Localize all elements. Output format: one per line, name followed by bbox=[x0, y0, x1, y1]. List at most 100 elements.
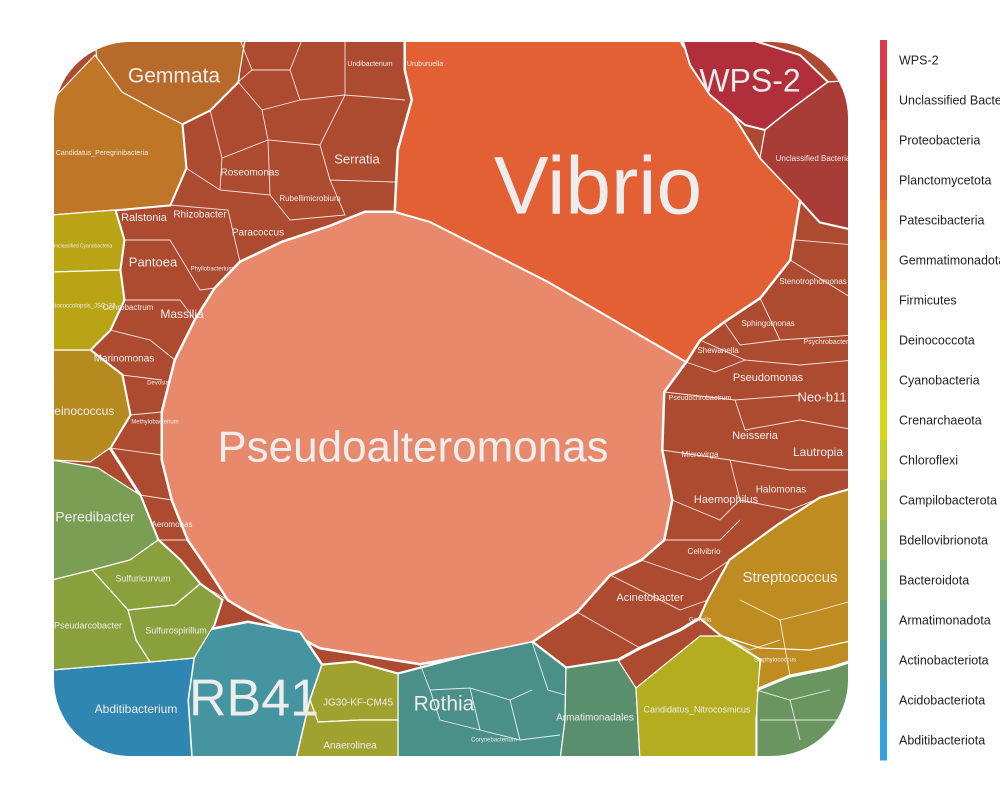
mesh-line bbox=[269, 179, 346, 221]
cell-label-streptococcus: Streptococcus bbox=[742, 569, 837, 586]
cell-label-psychrobacter: Psychrobacter bbox=[804, 339, 849, 346]
cell-label-uruburuella: Uruburuella bbox=[407, 61, 443, 68]
legend-swatch-patescibacteria bbox=[880, 200, 887, 241]
cell-label-sulfurospirillum: Sulfurospirillum bbox=[145, 625, 207, 635]
legend-swatch-bacteroidota bbox=[880, 560, 887, 601]
cell-label-haemophilus: Haemophilus bbox=[694, 494, 759, 506]
cell-label-massilia: Massilia bbox=[160, 307, 204, 321]
legend-label-patescibacteria: Patescibacteria bbox=[899, 213, 985, 227]
cell-label-rb41: RB41 bbox=[189, 670, 319, 728]
mesh-line bbox=[344, 94, 406, 101]
cell-label-cellvibrio: Cellvibrio bbox=[688, 547, 721, 556]
mesh-line bbox=[169, 204, 241, 263]
cell-label-sphingomonas: Sphingomonas bbox=[741, 319, 794, 328]
cell-label-lautropia: Lautropia bbox=[793, 445, 843, 459]
mesh-line bbox=[661, 449, 850, 471]
legend-swatch-unclassified-bacteria bbox=[880, 80, 887, 121]
legend-swatch-deinococcota bbox=[880, 320, 887, 361]
mesh-line bbox=[734, 399, 850, 431]
legend-swatch-abditibacteriota bbox=[880, 720, 887, 761]
legend-label-unclassified-bacteria: Unclassified Bacteria bbox=[899, 93, 1000, 107]
cell-label-rhizobacter: Rhizobacter bbox=[173, 210, 227, 221]
cell-label-neisseria: Neisseria bbox=[732, 430, 779, 442]
cell-label-acinetobacter: Acinetobacter bbox=[616, 592, 684, 604]
frame-border bbox=[50, 38, 852, 760]
cell-label-devosia: Devosia bbox=[147, 381, 169, 387]
mesh-line bbox=[531, 641, 566, 696]
legend-label-wps-2: WPS-2 bbox=[899, 53, 939, 67]
mesh-line bbox=[779, 619, 791, 677]
cell-label-stenotrophomonas: Stenotrophomonas bbox=[779, 277, 847, 286]
cell-label-wps-2: WPS-2 bbox=[699, 62, 800, 98]
cell-label-vibrio: Vibrio bbox=[494, 141, 702, 232]
mesh-line bbox=[576, 611, 641, 649]
legend-label-actinobacteriota: Actinobacteriota bbox=[899, 653, 989, 667]
legend-swatch-acidobacteriota bbox=[880, 680, 887, 721]
cell-label-pseudarcobacter: Pseudarcobacter bbox=[54, 620, 122, 630]
cell-unclassified-bacteria bbox=[759, 79, 850, 231]
legend-swatch-armatimonadota bbox=[880, 600, 887, 641]
mesh-line bbox=[124, 299, 196, 321]
legend-swatch-bdellovibrionota bbox=[880, 520, 887, 561]
legend-label-cyanobacteria: Cyanobacteria bbox=[899, 373, 980, 387]
mesh-line bbox=[640, 559, 731, 581]
cell-label-neo-b11: Neo-b11 bbox=[798, 389, 847, 404]
mesh-line bbox=[129, 411, 163, 416]
mesh-line bbox=[185, 167, 221, 191]
legend-swatch-planctomycetota bbox=[880, 160, 887, 201]
cell-label-leptococcolopsis-jsc-22: Leptococcolopsis_JSC_22 bbox=[45, 304, 116, 310]
cell-label-rothia: Rothia bbox=[414, 693, 475, 716]
legend-label-proteobacteria: Proteobacteria bbox=[899, 133, 980, 147]
legend-swatch-chloroflexi bbox=[880, 440, 887, 481]
legend-label-planctomycetota: Planctomycetota bbox=[899, 173, 991, 187]
mesh-line bbox=[109, 329, 176, 361]
cell-label-aeromonas: Aeromonas bbox=[152, 520, 193, 529]
mesh-line bbox=[199, 583, 229, 601]
mesh-line bbox=[219, 139, 271, 196]
mesh-line bbox=[685, 359, 746, 373]
cell-label-serratia: Serratia bbox=[334, 151, 380, 166]
cell-label-sulfuricurvum: Sulfuricurvum bbox=[115, 573, 170, 583]
legend-label-deinococcota: Deinococcota bbox=[899, 333, 975, 347]
legend-label-acidobacteriota: Acidobacteriota bbox=[899, 693, 985, 707]
cell-label-jg30-kf-cm45: JG30-KF-CM45 bbox=[323, 698, 393, 709]
cell-label-candidatus-peregrinibacteria: Candidatus_Peregrinibacteria bbox=[56, 150, 148, 157]
legend-swatch-proteobacteria bbox=[880, 120, 887, 161]
cell-label-roseomonas: Roseomonas bbox=[221, 168, 280, 179]
cell-pseudarcobacter bbox=[52, 569, 152, 671]
cell-label-staphylococcus: Staphylococcus bbox=[754, 658, 796, 664]
mesh-line bbox=[794, 199, 850, 246]
mesh-line bbox=[671, 499, 741, 521]
cell-deinococcus bbox=[52, 349, 131, 463]
mesh-line bbox=[469, 687, 481, 731]
cell-label-halomonas: Halomonas bbox=[756, 485, 807, 496]
cell-label-unclassified-cyanobacteria: Unclassified Cyanobacteria bbox=[52, 243, 113, 249]
cell-label-pseudochrobactrum: Pseudochrobactrum bbox=[669, 395, 732, 402]
mesh-line bbox=[721, 635, 781, 651]
legend-swatch-campilobacterota bbox=[880, 480, 887, 521]
cell-label-phyllobacterium: Phyllobacterium bbox=[191, 267, 234, 273]
cell-label-pantoea: Pantoea bbox=[129, 254, 178, 269]
cell-label-deinococcus: Deinococcus bbox=[46, 404, 115, 418]
mesh-line bbox=[121, 374, 163, 381]
mesh-line bbox=[664, 519, 741, 541]
mesh-layer bbox=[109, 40, 850, 741]
cell-label-gemmata: Gemmata bbox=[128, 65, 221, 88]
cell-label-paracoccus: Paracoccus bbox=[232, 228, 284, 239]
legend-label-chloroflexi: Chloroflexi bbox=[899, 453, 958, 467]
legend-label-abditibacteriota: Abditibacteriota bbox=[899, 733, 985, 747]
labels-layer: Vibrio Pseudoalteromonas RB41 WPS-2 Gemmata R… bbox=[45, 61, 850, 752]
cell-armatimonadales bbox=[559, 659, 641, 758]
legend: WPS-2 Unclassified Bacteria Proteobacteria… bbox=[880, 40, 1000, 761]
cells-layer bbox=[52, 40, 850, 758]
cell-label-abditibacterium: Abditibacterium bbox=[95, 702, 178, 716]
cell-label-microvirga: Microvirga bbox=[682, 450, 719, 459]
cell-label-pseudomonas: Pseudomonas bbox=[733, 372, 804, 384]
cell-label-marinomonas: Marinomonas bbox=[94, 354, 155, 365]
legend-label-bdellovibrionota: Bdellovibrionota bbox=[899, 533, 988, 547]
legend-swatch-firmicutes bbox=[880, 280, 887, 321]
mesh-line bbox=[139, 494, 173, 501]
cell-label-rubellimicrobium: Rubellimicrobium bbox=[279, 194, 341, 203]
legend-label-firmicutes: Firmicutes bbox=[899, 293, 957, 307]
